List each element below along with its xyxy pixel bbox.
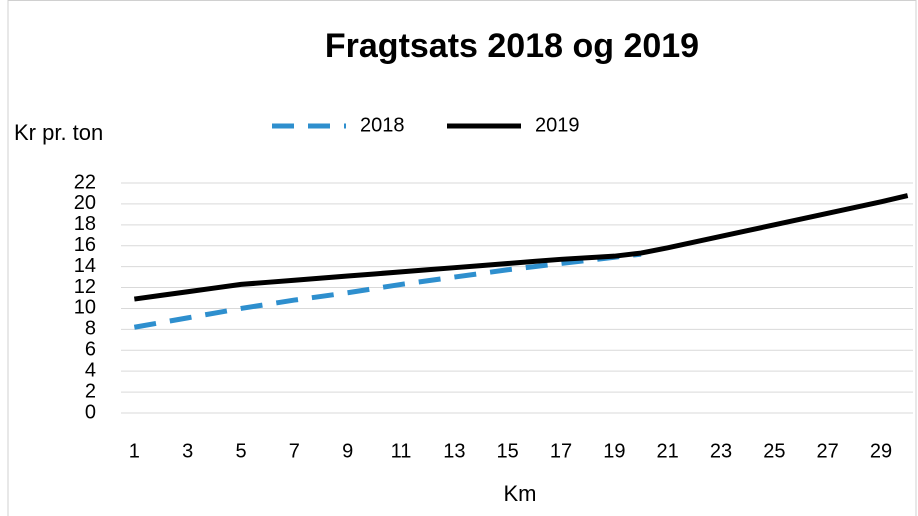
x-tick-label: 19: [603, 440, 625, 462]
x-tick-label: 27: [817, 440, 839, 462]
x-tick-label: 23: [710, 440, 732, 462]
y-tick-label: 6: [85, 339, 96, 361]
x-tick-label: 7: [289, 440, 300, 462]
x-tick-label: 11: [391, 440, 412, 462]
series-line: [133, 193, 909, 302]
y-tick-label: 2: [85, 380, 96, 402]
x-tick-label: 15: [497, 440, 519, 462]
legend-label: 2018: [360, 114, 405, 136]
y-tick-label: 8: [85, 318, 96, 340]
chart-border: [7, 0, 917, 516]
x-tick-label: 29: [870, 440, 892, 462]
x-tick-label: 9: [342, 440, 353, 462]
y-tick-label: 0: [85, 401, 96, 423]
x-tick-label: 5: [235, 440, 246, 462]
y-axis-label: Kr pr. ton: [14, 120, 103, 145]
x-tick-label: 21: [657, 440, 679, 462]
y-tick-label: 12: [74, 276, 96, 298]
x-tick-label: 1: [129, 440, 140, 462]
x-tick-label: 3: [182, 440, 193, 462]
x-tick-label: 17: [550, 440, 572, 462]
legend-label: 2019: [535, 114, 580, 136]
x-tick-label: 25: [763, 440, 785, 462]
y-tick-label: 16: [74, 234, 96, 256]
y-tick-label: 18: [74, 213, 96, 235]
y-tick-label: 10: [74, 297, 96, 319]
y-tick-label: 4: [85, 359, 96, 381]
chart-title: Fragtsats 2018 og 2019: [325, 27, 699, 65]
x-axis-label: Km: [504, 481, 537, 506]
x-tick-label: 13: [443, 440, 465, 462]
y-tick-label: 20: [74, 192, 96, 214]
series-line: [133, 251, 642, 330]
y-tick-label: 22: [74, 171, 96, 193]
y-tick-label: 14: [74, 255, 96, 277]
